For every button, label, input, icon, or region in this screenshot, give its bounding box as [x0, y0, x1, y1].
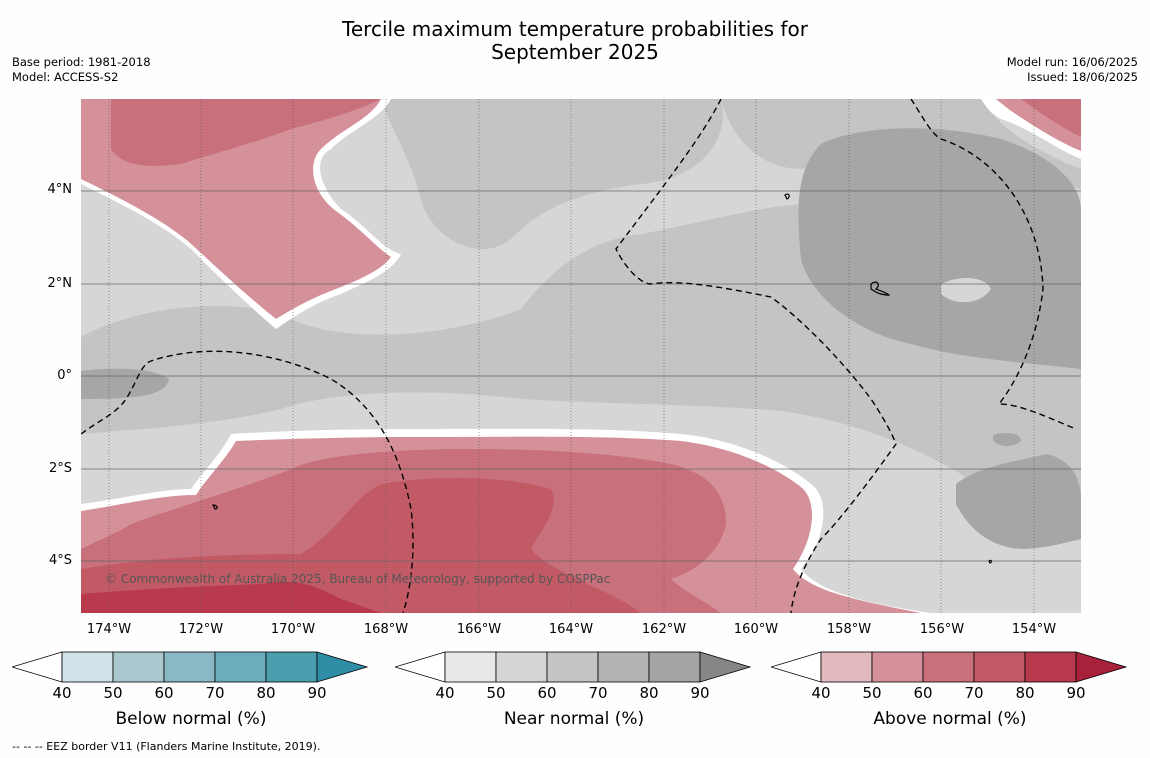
base-period: Base period: 1981-2018	[12, 55, 151, 69]
colorbar-tick-label: 40	[811, 684, 831, 702]
colorbar-title: Above normal (%)	[873, 709, 1027, 729]
eez-borders	[81, 99, 1077, 613]
colorbar-arrow-high	[1075, 651, 1128, 683]
longitude-label: 164°W	[548, 622, 594, 637]
model-name: Model: ACCESS-S2	[12, 70, 119, 84]
latitude-label: 2°S	[48, 461, 72, 476]
colorbar-tick-label: 90	[1066, 684, 1086, 702]
colorbar-segment	[444, 651, 497, 683]
islands	[212, 193, 993, 564]
colorbar-arrow-low	[395, 651, 446, 683]
colorbar-segment	[214, 651, 267, 683]
colorbar-segment	[495, 651, 548, 683]
colorbar-segment	[1024, 651, 1077, 683]
longitude-label: 156°W	[919, 622, 965, 637]
above-normal-south-70	[81, 477, 641, 613]
colorbar-tick-label: 60	[913, 684, 933, 702]
colorbar-tick-label: 50	[103, 684, 123, 702]
colorbar-tick-label: 50	[862, 684, 882, 702]
colorbar-segment	[546, 651, 599, 683]
colorbar-tick-label: 80	[256, 684, 276, 702]
longitude-label: 158°W	[826, 622, 872, 637]
title-line-1: Tercile maximum temperature probabilitie…	[342, 17, 808, 41]
colorbar-tick-label: 80	[639, 684, 659, 702]
colorbar-arrow-low	[12, 651, 63, 683]
colorbar	[12, 651, 369, 683]
colorbar-segment	[973, 651, 1026, 683]
meta-left: Base period: 1981-2018 Model: ACCESS-S2	[12, 55, 151, 85]
colorbar-title: Near normal (%)	[503, 709, 645, 729]
probability-map	[81, 99, 1081, 613]
latitude-label: 0°	[57, 368, 72, 383]
latitude-label: 4°S	[48, 553, 72, 568]
above-normal-northeast-60	[1021, 99, 1081, 137]
longitude-label: 154°W	[1011, 622, 1057, 637]
near-normal-small	[993, 433, 1021, 447]
near-normal-70-southeast	[956, 454, 1081, 549]
colorbar-segment	[163, 651, 216, 683]
above-normal-south-80	[81, 581, 381, 613]
colorbar-segment	[871, 651, 924, 683]
colorbar-tick-label: 70	[588, 684, 608, 702]
colorbar-tick-label: 40	[435, 684, 455, 702]
longitude-label: 174°W	[86, 622, 132, 637]
above-normal-north-60	[111, 99, 381, 166]
longitude-label: 172°W	[178, 622, 224, 637]
colorbar-tick-label: 70	[205, 684, 225, 702]
issued-date: Issued: 18/06/2025	[1027, 70, 1138, 84]
model-run: Model run: 16/06/2025	[1006, 55, 1138, 69]
latitude-label: 2°N	[47, 276, 73, 291]
colorbar-segment	[922, 651, 975, 683]
colorbar-tick-label: 90	[307, 684, 327, 702]
colorbar-segment	[265, 651, 318, 683]
colorbar-arrow-high	[699, 651, 752, 683]
graticule	[81, 190, 1081, 562]
colorbar-title: Below normal (%)	[115, 709, 267, 729]
eez-footer-note: -- -- -- EEZ border V11 (Flanders Marine…	[12, 740, 321, 753]
colorbar-tick-label: 60	[154, 684, 174, 702]
copyright-text: © Commonwealth of Australia 2025, Bureau…	[105, 572, 611, 586]
colorbar-segment	[820, 651, 873, 683]
colorbar-tick-label: 60	[537, 684, 557, 702]
colorbar-tick-label: 40	[52, 684, 72, 702]
colorbar-tick-label: 80	[1015, 684, 1035, 702]
colorbar-arrow-high	[316, 651, 369, 683]
colorbar-tick-label: 50	[486, 684, 506, 702]
colorbar-segment	[648, 651, 701, 683]
colorbar-arrow-low	[771, 651, 822, 683]
longitude-label: 160°W	[733, 622, 779, 637]
longitude-label: 168°W	[363, 622, 409, 637]
colorbar	[771, 651, 1128, 683]
latitude-label: 4°N	[47, 182, 73, 197]
colorbar-segment	[61, 651, 114, 683]
map-title: Tercile maximum temperature probabilitie…	[0, 18, 1150, 64]
colorbar	[395, 651, 752, 683]
colorbar-tick-label: 90	[690, 684, 710, 702]
colorbar-tick-label: 70	[964, 684, 984, 702]
colorbar-segment	[112, 651, 165, 683]
longitude-label: 162°W	[641, 622, 687, 637]
longitude-label: 170°W	[270, 622, 316, 637]
colorbar-segment	[597, 651, 650, 683]
title-line-2: September 2025	[491, 40, 659, 64]
meta-right: Model run: 16/06/2025 Issued: 18/06/2025	[1007, 55, 1138, 85]
longitude-label: 166°W	[456, 622, 502, 637]
near-normal-70-region	[798, 128, 1081, 369]
near-normal-60-north	[381, 99, 723, 250]
